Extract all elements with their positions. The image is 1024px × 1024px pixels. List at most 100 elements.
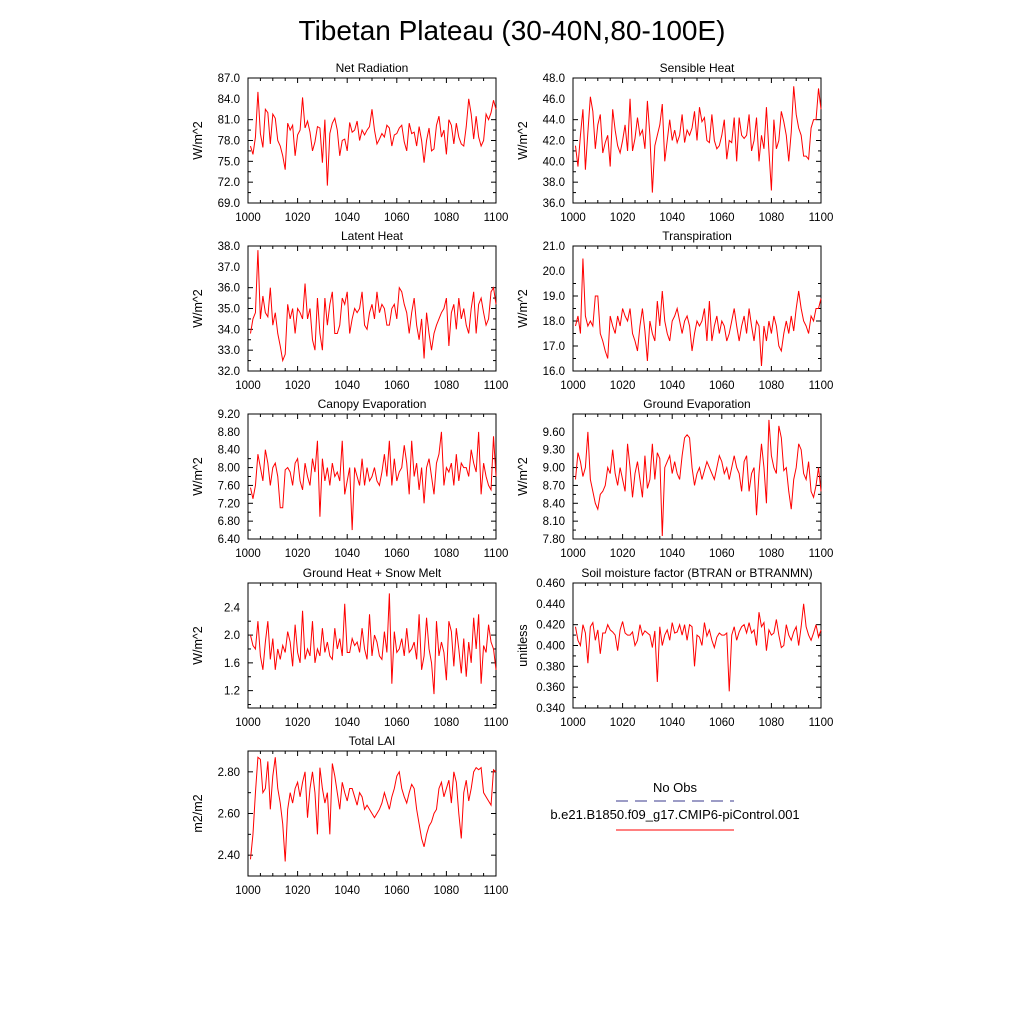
figure-title: Tibetan Plateau (30-40N,80-100E) (299, 15, 726, 46)
panel-title: Net Radiation (336, 61, 409, 75)
x-tick-label: 1040 (659, 548, 685, 560)
legend-model-label: b.e21.B1850.f09_g17.CMIP6-piControl.001 (550, 807, 799, 822)
y-axis-label: W/m^2 (516, 457, 530, 496)
x-tick-label: 1000 (235, 380, 261, 392)
y-tick-label: 7.80 (543, 534, 565, 546)
y-tick-label: 8.40 (218, 445, 240, 457)
x-tick-label: 1060 (709, 212, 735, 224)
y-tick-label: 40.0 (543, 156, 565, 168)
y-tick-label: 42.0 (543, 136, 565, 148)
y-tick-label: 6.80 (218, 516, 240, 528)
x-tick-label: 1100 (484, 717, 509, 729)
x-tick-label: 1080 (434, 717, 460, 729)
y-axis-label: unitless (516, 624, 530, 666)
x-tick-label: 1100 (484, 548, 509, 560)
y-tick-label: 36.0 (218, 283, 240, 295)
x-tick-label: 1080 (759, 548, 785, 560)
x-tick-label: 1020 (610, 548, 636, 560)
y-tick-label: 38.0 (543, 177, 565, 189)
x-tick-label: 1020 (610, 717, 636, 729)
panel-title: Sensible Heat (660, 61, 735, 75)
y-tick-label: 87.0 (218, 73, 240, 85)
x-tick-label: 1000 (560, 212, 586, 224)
y-tick-label: 2.4 (224, 602, 241, 614)
legend: No Obs b.e21.B1850.f09_g17.CMIP6-piContr… (550, 780, 800, 831)
x-tick-label: 1020 (285, 380, 311, 392)
y-tick-label: 8.00 (218, 463, 240, 475)
y-tick-label: 6.40 (218, 534, 240, 546)
x-tick-label: 1000 (235, 548, 261, 560)
x-tick-label: 1040 (659, 212, 685, 224)
panel-title: Transpiration (662, 229, 732, 243)
y-tick-label: 0.440 (536, 599, 565, 611)
y-tick-label: 48.0 (543, 73, 565, 85)
x-tick-label: 1100 (809, 212, 834, 224)
y-tick-label: 2.80 (218, 767, 240, 779)
y-tick-label: 9.60 (543, 427, 565, 439)
y-tick-label: 19.0 (543, 291, 565, 303)
y-tick-label: 21.0 (543, 241, 565, 253)
x-tick-label: 1060 (709, 717, 735, 729)
series-line (249, 593, 497, 695)
plot-frame (572, 245, 822, 372)
series-line (249, 756, 497, 862)
x-tick-label: 1060 (384, 212, 410, 224)
panel-8: Soil moisture factor (BTRAN or BTRANMN) u… (516, 566, 833, 729)
y-tick-label: 8.70 (543, 480, 565, 492)
series-line (574, 86, 822, 193)
y-tick-label: 44.0 (543, 115, 565, 127)
panel-title: Total LAI (349, 734, 396, 748)
panel-1: Net Radiation W/m^2 1000 1020 1040 1060 1080 11… (191, 61, 508, 224)
panel-title: Ground Heat + Snow Melt (303, 566, 442, 580)
x-tick-label: 1080 (434, 380, 460, 392)
y-tick-label: 34.0 (218, 324, 240, 336)
y-tick-label: 1.2 (224, 686, 240, 698)
plot-frame (247, 77, 497, 204)
y-tick-label: 1.6 (224, 658, 240, 670)
x-tick-label: 1000 (235, 717, 261, 729)
x-tick-label: 1060 (384, 380, 410, 392)
y-tick-label: 18.0 (543, 316, 565, 328)
y-tick-label: 0.340 (536, 703, 565, 715)
legend-obs-label: No Obs (653, 780, 698, 795)
panel-6: Ground Evaporation W/m^2 1000 1020 1040 1060 1… (516, 397, 833, 560)
x-tick-label: 1100 (484, 885, 509, 897)
x-tick-label: 1000 (560, 380, 586, 392)
y-axis-label: W/m^2 (516, 289, 530, 328)
y-tick-label: 72.0 (218, 177, 240, 189)
x-tick-label: 1040 (334, 885, 360, 897)
y-tick-label: 33.0 (218, 345, 240, 357)
x-tick-label: 1040 (334, 717, 360, 729)
y-axis-label: W/m^2 (191, 626, 205, 665)
x-tick-label: 1060 (709, 380, 735, 392)
panel-title: Ground Evaporation (643, 397, 750, 411)
y-tick-label: 81.0 (218, 115, 240, 127)
y-tick-label: 0.460 (536, 578, 565, 590)
series-line (574, 603, 822, 692)
series-line (249, 431, 497, 531)
x-tick-label: 1000 (560, 548, 586, 560)
series-line (250, 91, 497, 186)
y-tick-label: 0.360 (536, 682, 565, 694)
x-tick-label: 1080 (759, 380, 785, 392)
y-tick-label: 0.420 (536, 620, 565, 632)
panels-group: Net Radiation W/m^2 1000 1020 1040 1060 1080 11… (191, 61, 833, 897)
x-tick-label: 1020 (285, 548, 311, 560)
panel-3: Latent Heat W/m^2 1000 1020 1040 1060 1080 1100… (191, 229, 508, 392)
x-tick-label: 1100 (809, 717, 834, 729)
plot-frame (572, 413, 822, 540)
panel-title: Canopy Evaporation (318, 397, 427, 411)
y-tick-label: 16.0 (543, 366, 565, 378)
x-tick-label: 1080 (759, 717, 785, 729)
y-tick-label: 8.80 (218, 427, 240, 439)
y-tick-label: 0.400 (536, 641, 565, 653)
x-tick-label: 1080 (434, 212, 460, 224)
y-tick-label: 46.0 (543, 94, 565, 106)
panel-9: Total LAI m2/m2 1000 1020 1040 1060 1080 1100 2.… (191, 734, 508, 897)
x-tick-label: 1080 (759, 212, 785, 224)
y-tick-label: 84.0 (218, 94, 240, 106)
y-tick-label: 38.0 (218, 241, 240, 253)
x-tick-label: 1080 (434, 885, 460, 897)
panel-title: Latent Heat (341, 229, 404, 243)
y-tick-label: 37.0 (218, 262, 240, 274)
